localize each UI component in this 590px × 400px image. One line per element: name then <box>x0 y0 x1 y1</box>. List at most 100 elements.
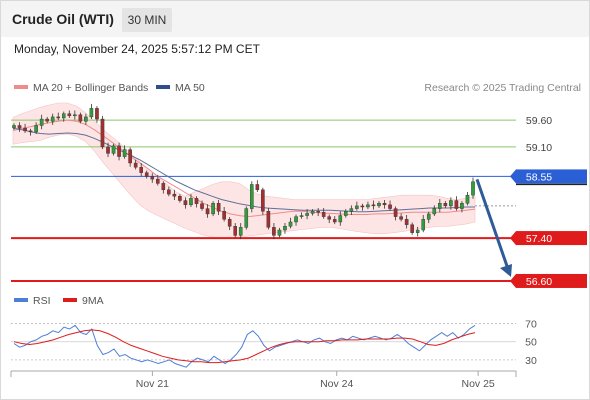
rsi-tick-50: 50 <box>525 337 537 349</box>
candle-body <box>17 125 22 129</box>
level-tag-58.55 <box>516 169 587 184</box>
candle-body <box>161 183 166 191</box>
candle-body <box>216 203 221 212</box>
candle-body <box>266 211 271 228</box>
candle-body <box>23 127 27 132</box>
timeframe-button[interactable]: 30 MIN <box>122 8 172 32</box>
candle-body <box>128 149 132 164</box>
candle-body <box>50 116 55 122</box>
candle-body <box>56 116 61 119</box>
level-label-58.55: 58.55 <box>526 171 552 183</box>
ma50-line <box>12 127 475 213</box>
level-label-59.10: 59.10 <box>526 142 552 154</box>
candle-body <box>421 219 426 231</box>
candle-body <box>382 203 387 206</box>
candle-body <box>155 178 160 184</box>
candle-body <box>200 203 204 209</box>
candle-body <box>327 216 332 220</box>
level-tag-56.60 <box>516 273 587 288</box>
candle-body <box>95 108 99 120</box>
candle-body <box>410 224 414 233</box>
candle-body <box>277 229 282 236</box>
candle-body <box>288 221 293 227</box>
candle-body <box>377 203 381 207</box>
candle-body <box>366 204 370 208</box>
candle-body <box>283 226 287 231</box>
candle-body <box>233 226 238 236</box>
candle-body <box>255 184 260 191</box>
candle-body <box>12 125 16 128</box>
candle-body <box>388 204 392 209</box>
rsi-tick-70: 70 <box>525 319 537 331</box>
ma20-line <box>12 119 476 218</box>
candle-body <box>100 118 105 148</box>
candle-body <box>393 208 398 217</box>
level-label-56.60: 56.60 <box>526 276 552 288</box>
level-tag-pointer-58.55 <box>510 169 516 184</box>
candle-body <box>321 212 326 217</box>
candle-body <box>139 167 143 173</box>
candle-body <box>84 116 88 122</box>
candle-body <box>144 172 149 177</box>
candle-body <box>355 205 359 209</box>
candle-body <box>183 200 188 206</box>
candle-body <box>133 162 138 168</box>
candle-body <box>316 211 320 213</box>
x-tick-label: Nov 21 <box>136 378 169 390</box>
candle-body <box>471 181 475 196</box>
candle-body <box>305 213 309 216</box>
x-tick-label: Nov 25 <box>461 378 494 390</box>
candle-body <box>238 227 243 236</box>
candle-body <box>106 146 110 154</box>
legend-rsi-swatch <box>14 298 28 302</box>
candle-body <box>465 194 470 204</box>
candle-body <box>211 203 215 215</box>
legend-rsi-label: RSI <box>33 295 51 307</box>
candle-body <box>272 227 276 236</box>
candle-body <box>426 213 431 220</box>
candle-body <box>178 196 182 201</box>
chart-header: Crude Oil (WTI) 30 MIN <box>1 1 589 37</box>
candle-body <box>28 130 33 133</box>
candle-body <box>332 219 337 223</box>
candle-body <box>371 204 376 207</box>
forecast-arrow <box>475 178 510 270</box>
level-label-59.60: 59.60 <box>526 115 552 127</box>
candle-body <box>45 118 49 122</box>
rsi-series-9ma <box>13 329 476 364</box>
candle-body <box>349 208 354 212</box>
candle-body <box>34 125 38 133</box>
candle-body <box>172 193 177 197</box>
candle-body <box>189 198 193 206</box>
candle-body <box>122 149 127 157</box>
candle-body <box>61 113 66 119</box>
candle-body <box>111 145 116 154</box>
candle-body <box>404 219 409 225</box>
candle-body <box>244 208 249 228</box>
candle-body <box>449 200 453 207</box>
legend-9ma-label: 9MA <box>82 295 104 307</box>
level-tag-pointer-56.60 <box>510 273 516 288</box>
timestamp: Monday, November 24, 2025 5:57:12 PM CET <box>14 42 260 56</box>
candle-body <box>261 189 265 212</box>
instrument-title: Crude Oil (WTI) <box>12 11 114 27</box>
legend-ma50-swatch <box>156 85 170 89</box>
x-tick-label: Nov 24 <box>320 378 353 390</box>
candle-body <box>460 203 464 209</box>
candle-body <box>399 216 403 220</box>
legend-ma20-label: MA 20 + Bollinger Bands <box>33 82 148 94</box>
candle-body <box>167 189 171 195</box>
level-tag-57.40 <box>516 231 587 246</box>
level-label-57.40: 57.40 <box>526 233 552 245</box>
legend-ma50-label: MA 50 <box>175 82 205 94</box>
candle-body <box>205 208 210 215</box>
candle-body <box>443 203 448 207</box>
candle-body <box>438 203 442 209</box>
candle-body <box>344 211 348 216</box>
candle-body <box>360 205 365 208</box>
candle-body <box>222 211 226 220</box>
candle-body <box>299 215 304 217</box>
candle-body <box>310 211 315 214</box>
candle-body <box>39 118 44 126</box>
